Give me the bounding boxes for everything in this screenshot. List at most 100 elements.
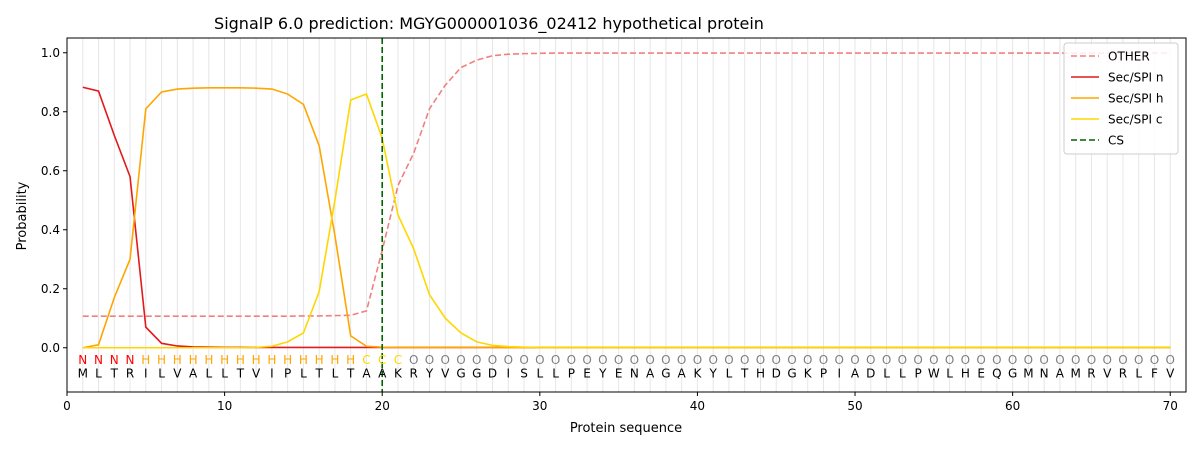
- residue-label: T: [110, 366, 119, 380]
- series-line-sec-spi-h: [82, 87, 1171, 349]
- region-label: O: [409, 353, 418, 367]
- legend-entry: Sec/SPI h: [1108, 92, 1163, 106]
- residue-label: H: [756, 366, 765, 380]
- residue-label: A: [189, 366, 198, 380]
- region-label: H: [315, 353, 324, 367]
- residue-label: L: [332, 366, 339, 380]
- residue-label: E: [583, 366, 591, 380]
- region-label: O: [708, 353, 717, 367]
- x-axis-ticks: 0 10 20 30 40 50 60 70: [63, 392, 1178, 413]
- residue-label: G: [456, 366, 465, 380]
- residue-label: I: [837, 366, 841, 380]
- residue-label: F: [1151, 366, 1158, 380]
- region-label: O: [771, 353, 780, 367]
- residue-label: E: [615, 366, 623, 380]
- region-label: H: [189, 353, 198, 367]
- residue-label: A: [362, 366, 371, 380]
- residue-label: R: [1087, 366, 1095, 380]
- region-label: O: [1102, 353, 1111, 367]
- region-label: H: [330, 353, 339, 367]
- residue-label: L: [300, 366, 307, 380]
- residue-label: D: [772, 366, 781, 380]
- residue-label: P: [284, 366, 291, 380]
- residue-label: V: [252, 366, 261, 380]
- residue-label: V: [1103, 366, 1112, 380]
- residue-label: D: [488, 366, 497, 380]
- region-label: O: [425, 353, 434, 367]
- region-label: O: [519, 353, 528, 367]
- region-label: O: [472, 353, 481, 367]
- y-axis-ticks: 0.0 0.2 0.4 0.6 0.8 1.0: [41, 46, 67, 355]
- x-tick-label: 60: [1005, 399, 1020, 413]
- region-label: O: [929, 353, 938, 367]
- region-label: O: [898, 353, 907, 367]
- region-label: H: [299, 353, 308, 367]
- grid-lines: [82, 38, 1171, 392]
- region-label: O: [567, 353, 576, 367]
- residue-label: G: [661, 366, 670, 380]
- region-label: O: [835, 353, 844, 367]
- residue-label: G: [1008, 366, 1017, 380]
- residue-label: P: [914, 366, 921, 380]
- region-label: O: [1134, 353, 1143, 367]
- region-label: O: [945, 353, 954, 367]
- region-label: O: [1087, 353, 1096, 367]
- residue-label: T: [346, 366, 355, 380]
- residue-label: T: [740, 366, 749, 380]
- residue-label: M: [78, 366, 88, 380]
- region-label: O: [787, 353, 796, 367]
- region-label: O: [1024, 353, 1033, 367]
- y-tick-label: 0.6: [41, 164, 60, 178]
- residue-label: I: [270, 366, 274, 380]
- region-label: O: [535, 353, 544, 367]
- y-tick-label: 0.4: [41, 223, 60, 237]
- residue-label: V: [1166, 366, 1175, 380]
- residue-label: K: [394, 366, 403, 380]
- region-label: O: [1118, 353, 1127, 367]
- region-label: O: [1166, 353, 1175, 367]
- region-label: H: [236, 353, 245, 367]
- residue-label: R: [410, 366, 418, 380]
- residue-label: Y: [425, 366, 434, 380]
- x-tick-label: 40: [690, 399, 705, 413]
- x-tick-label: 20: [375, 399, 390, 413]
- residue-label: V: [173, 366, 182, 380]
- region-label: O: [614, 353, 623, 367]
- region-label: O: [992, 353, 1001, 367]
- residue-label: A: [1056, 366, 1065, 380]
- residue-label: P: [820, 366, 827, 380]
- y-tick-label: 1.0: [41, 46, 60, 60]
- x-tick-label: 50: [847, 399, 862, 413]
- region-label: O: [803, 353, 812, 367]
- residue-label: Q: [992, 366, 1001, 380]
- legend-entry: OTHER: [1108, 50, 1150, 64]
- x-tick-label: 70: [1163, 399, 1178, 413]
- series-line-other: [82, 52, 1171, 317]
- region-label: O: [866, 353, 875, 367]
- region-label: N: [78, 353, 87, 367]
- residue-label: I: [144, 366, 148, 380]
- residue-label: L: [536, 366, 543, 380]
- residue-label: A: [646, 366, 655, 380]
- residue-label: K: [804, 366, 813, 380]
- region-label: O: [661, 353, 670, 367]
- x-axis-label: Protein sequence: [570, 421, 682, 436]
- residue-label: N: [630, 366, 639, 380]
- residue-label: E: [977, 366, 985, 380]
- region-label: N: [94, 353, 103, 367]
- x-tick-label: 10: [217, 399, 232, 413]
- plot-area: [82, 38, 1171, 392]
- region-label: O: [756, 353, 765, 367]
- chart-title: SignalP 6.0 prediction: MGYG000001036_02…: [214, 14, 764, 34]
- region-label: O: [551, 353, 560, 367]
- residue-label: G: [787, 366, 796, 380]
- region-label: O: [645, 353, 654, 367]
- residue-label: Y: [598, 366, 607, 380]
- residue-label: L: [726, 366, 733, 380]
- residue-label: R: [126, 366, 134, 380]
- region-label: O: [913, 353, 922, 367]
- region-label: O: [1039, 353, 1048, 367]
- region-label: O: [882, 353, 891, 367]
- x-tick-label: 0: [63, 399, 71, 413]
- residue-label: G: [472, 366, 481, 380]
